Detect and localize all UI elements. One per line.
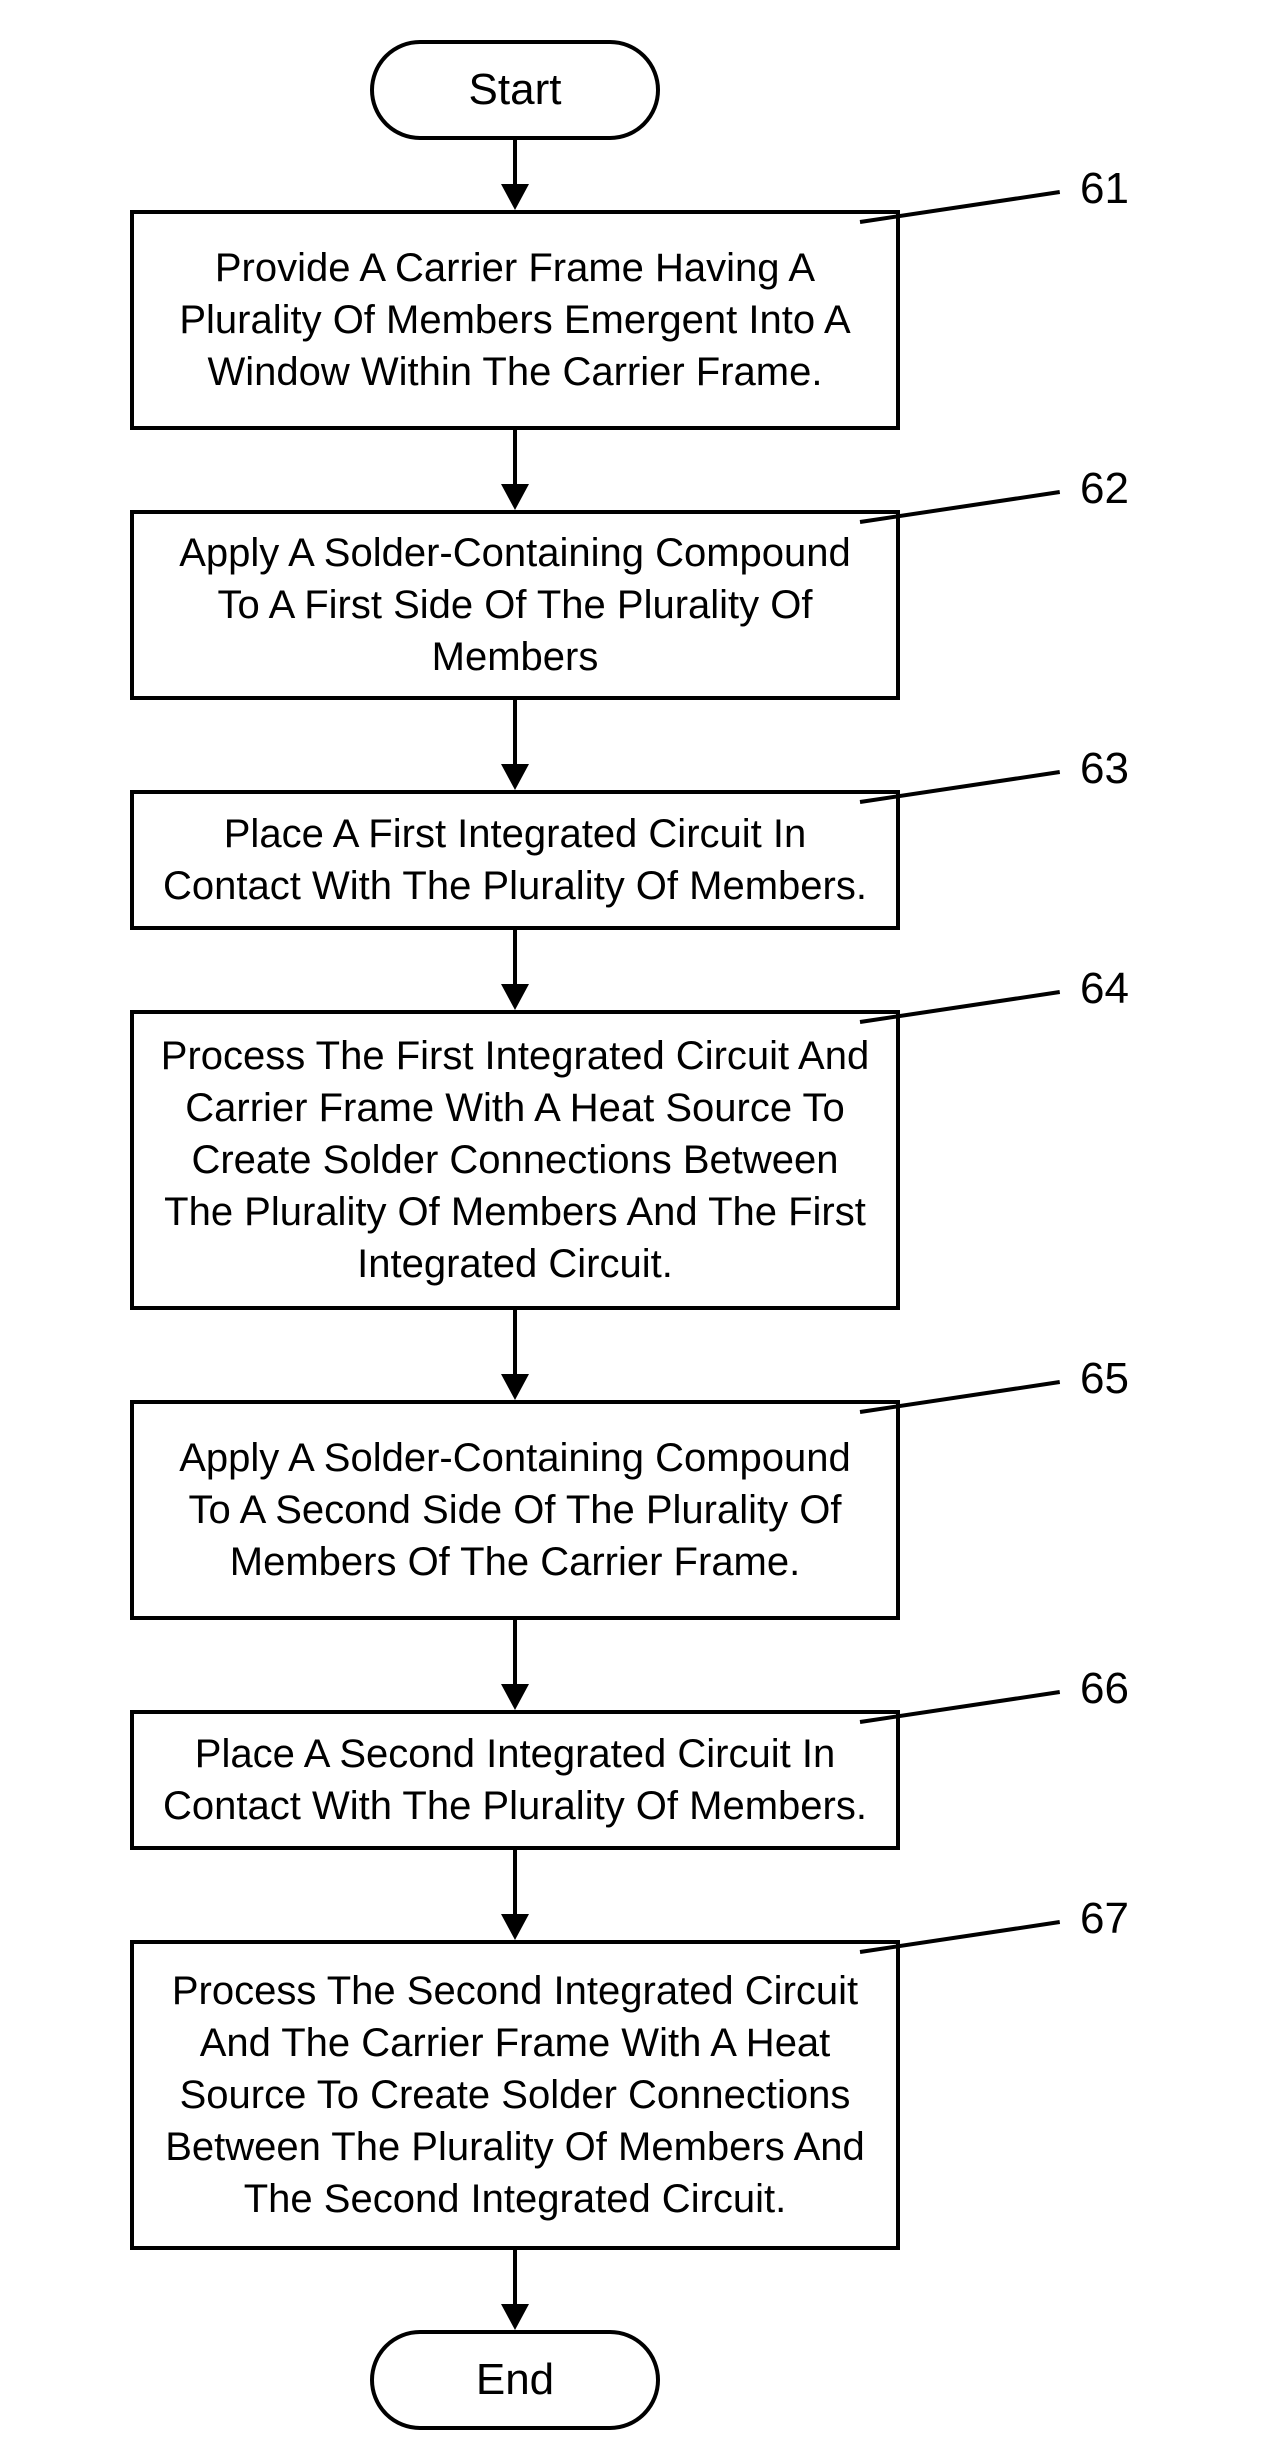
flow-node-p66: Place A Second Integrated Circuit In Con…: [130, 1710, 900, 1850]
flow-node-p64: Process The First Integrated Circuit And…: [130, 1010, 900, 1310]
callout-leader: [860, 490, 1061, 524]
flow-node-p65: Apply A Solder-Containing Compound To A …: [130, 1400, 900, 1620]
callout-label-65: 65: [1080, 1354, 1129, 1404]
flow-node-label: Apply A Solder-Containing Compound To A …: [154, 1432, 876, 1588]
arrow-head-icon: [501, 984, 529, 1010]
callout-leader: [860, 1920, 1061, 1954]
flowchart-canvas: Start Provide A Carrier Frame Having A Pl…: [0, 0, 1284, 2449]
callout-leader: [860, 1380, 1061, 1414]
flow-edge: [513, 930, 517, 984]
flow-node-end: End: [370, 2330, 660, 2430]
flow-node-start: Start: [370, 40, 660, 140]
callout-label-64: 64: [1080, 964, 1129, 1014]
flow-node-p61: Provide A Carrier Frame Having A Plurali…: [130, 210, 900, 430]
arrow-head-icon: [501, 1684, 529, 1710]
flow-node-label: Place A Second Integrated Circuit In Con…: [154, 1728, 876, 1832]
flow-edge: [513, 1310, 517, 1374]
arrow-head-icon: [501, 484, 529, 510]
flow-edge: [513, 140, 517, 184]
callout-leader: [860, 1690, 1061, 1724]
flow-edge: [513, 700, 517, 764]
flow-node-p63: Place A First Integrated Circuit In Cont…: [130, 790, 900, 930]
flow-edge: [513, 1620, 517, 1684]
flow-edge: [513, 2250, 517, 2304]
callout-label-61: 61: [1080, 164, 1129, 214]
flow-node-label: Process The Second Integrated Circuit An…: [154, 1965, 876, 2225]
callout-label-67: 67: [1080, 1894, 1129, 1944]
arrow-head-icon: [501, 1914, 529, 1940]
flow-node-label: Process The First Integrated Circuit And…: [154, 1030, 876, 1290]
callout-label-63: 63: [1080, 744, 1129, 794]
flow-node-p62: Apply A Solder-Containing Compound To A …: [130, 510, 900, 700]
callout-leader: [860, 770, 1061, 804]
flow-node-label: End: [476, 2351, 554, 2408]
callout-leader: [860, 990, 1061, 1024]
flow-node-label: Start: [469, 61, 562, 118]
callout-leader: [860, 190, 1061, 224]
arrow-head-icon: [501, 2304, 529, 2330]
arrow-head-icon: [501, 1374, 529, 1400]
flow-node-label: Provide A Carrier Frame Having A Plurali…: [154, 242, 876, 398]
flow-node-label: Apply A Solder-Containing Compound To A …: [154, 527, 876, 683]
callout-label-62: 62: [1080, 464, 1129, 514]
flow-edge: [513, 1850, 517, 1914]
arrow-head-icon: [501, 764, 529, 790]
arrow-head-icon: [501, 184, 529, 210]
flow-edge: [513, 430, 517, 484]
flow-node-label: Place A First Integrated Circuit In Cont…: [154, 808, 876, 912]
callout-label-66: 66: [1080, 1664, 1129, 1714]
flow-node-p67: Process The Second Integrated Circuit An…: [130, 1940, 900, 2250]
